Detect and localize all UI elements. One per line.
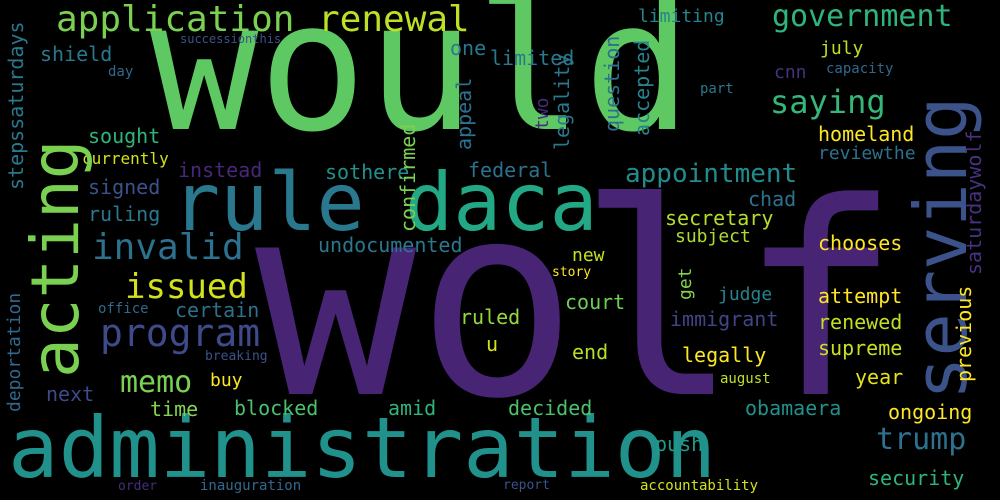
word-renewed: renewed	[818, 310, 903, 334]
word-cnn: cnn	[774, 62, 807, 83]
word-part: part	[700, 81, 734, 97]
word-july: july	[820, 38, 864, 59]
word-appointment: appointment	[625, 159, 798, 189]
word-government: government	[772, 0, 953, 34]
word-trump: trump	[876, 422, 967, 457]
word-get: get	[675, 267, 696, 300]
word-accountability: accountability	[640, 478, 759, 494]
word-confirmed: confirmed	[396, 123, 420, 232]
word-new: new	[572, 245, 605, 266]
word-ruled: ruled	[460, 305, 521, 329]
word-chooses: chooses	[818, 231, 903, 255]
word-undocumented: undocumented	[318, 233, 463, 257]
word-memo: memo	[120, 365, 193, 400]
word-judge: judge	[718, 284, 773, 305]
word-breaking: breaking	[205, 349, 268, 364]
word-immigrant: immigrant	[670, 307, 779, 331]
word-day: day	[108, 64, 134, 80]
word-administration: administration	[8, 399, 717, 497]
word-sothere: sothere	[325, 160, 410, 184]
word-obamaera: obamaera	[745, 396, 842, 420]
word-certain: certain	[175, 298, 260, 322]
word-daca: daca	[405, 156, 598, 249]
word-previous: previous	[952, 285, 976, 382]
word-legally: legally	[682, 343, 767, 367]
word-limiting: limiting	[638, 6, 725, 27]
word-wolf: wolf	[255, 146, 901, 458]
word-inauguration: inauguration	[200, 478, 302, 494]
word-decided: decided	[508, 396, 593, 420]
word-currently: currently	[82, 149, 169, 168]
word-reviewthe: reviewthe	[818, 143, 916, 164]
word-issued: issued	[125, 267, 248, 307]
word-end: end	[572, 340, 609, 364]
word-story: story	[552, 265, 592, 280]
word-ruling: ruling	[88, 202, 161, 226]
word-question: question	[600, 35, 624, 132]
word-sought: sought	[88, 124, 161, 148]
word-subject: subject	[675, 226, 751, 247]
word-secretary: secretary	[665, 206, 774, 230]
word-security: security	[868, 466, 965, 490]
word-year: year	[855, 365, 904, 389]
word-accepted: accepted	[630, 39, 654, 136]
word-acting: acting	[17, 139, 94, 378]
word-supreme: supreme	[818, 336, 903, 360]
word-u: u	[486, 332, 499, 356]
word-successionthis: successionthis	[180, 32, 282, 46]
word-renewal: renewal	[318, 0, 470, 40]
word-buy: buy	[210, 370, 243, 391]
word-instead: instead	[178, 158, 263, 182]
word-rule: rule	[172, 156, 365, 249]
word-homeland: homeland	[818, 122, 915, 146]
word-shield: shield	[40, 42, 113, 66]
word-signed: signed	[88, 175, 161, 199]
word-capacity: capacity	[826, 61, 894, 77]
word-order: order	[118, 479, 158, 494]
word-deportation: deportation	[4, 292, 25, 412]
word-legality: legality	[550, 53, 574, 150]
word-saying: saying	[770, 83, 886, 121]
word-amid: amid	[388, 396, 437, 420]
word-saturdaywolf: saturdaywolf	[962, 130, 986, 276]
word-federal: federal	[468, 158, 553, 182]
word-ongoing: ongoing	[888, 400, 973, 424]
word-blocked: blocked	[234, 396, 319, 420]
word-report: report	[503, 478, 550, 493]
word-chad: chad	[748, 187, 797, 211]
word-application: application	[56, 0, 295, 40]
word-limited: limited	[490, 46, 575, 70]
word-would: would	[150, 0, 692, 172]
word-attempt: attempt	[818, 284, 903, 308]
word-appeal: appeal	[452, 77, 476, 150]
word-august: august	[720, 371, 771, 387]
word-invalid: invalid	[92, 227, 244, 268]
word-one: one	[450, 36, 487, 60]
word-time: time	[150, 397, 199, 421]
word-office: office	[98, 301, 149, 317]
word-next: next	[46, 382, 95, 406]
word-stepssaturdays: stepssaturdays	[4, 21, 28, 190]
word-program: program	[100, 311, 261, 355]
word-court: court	[565, 290, 626, 314]
word-push: push	[655, 432, 704, 456]
